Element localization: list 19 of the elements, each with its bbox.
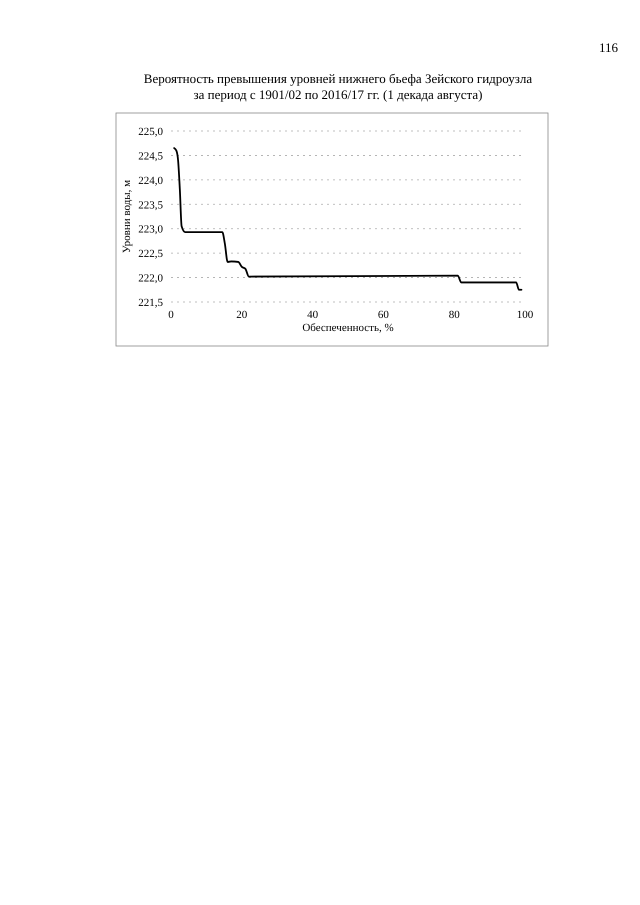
x-tick-label: 60 xyxy=(378,309,390,321)
y-axis-title: Уровни воды, м xyxy=(121,180,133,254)
text: 116 xyxy=(598,40,618,55)
y-tick-label: 223,5 xyxy=(138,199,164,212)
x-tick-label: 20 xyxy=(236,309,248,321)
y-tick-label: 223,0 xyxy=(138,224,164,236)
line-series xyxy=(173,147,522,291)
chart-title: Вероятность превышения уровней нижнего бьефа Зейского гидроузла за период с 1901/02 по 2016/17 гг. (1 декада августа) xyxy=(144,71,532,102)
x-axis-title: Обеспеченность, % xyxy=(302,322,394,334)
x-tick-label: 0 xyxy=(168,309,174,321)
y-tick-label: 221,5 xyxy=(138,297,164,309)
y-tick-label: 222,0 xyxy=(138,272,164,285)
x-tick-label: 100 xyxy=(516,309,534,321)
y-tick-label: 225,0 xyxy=(138,126,164,138)
y-tick-label: 224,5 xyxy=(138,150,164,162)
y-tick-label: 224,0 xyxy=(138,174,164,187)
x-tick-label: 40 xyxy=(307,309,319,321)
y-tick-label: 222,5 xyxy=(138,248,164,260)
x-tick-label: 80 xyxy=(448,309,460,321)
